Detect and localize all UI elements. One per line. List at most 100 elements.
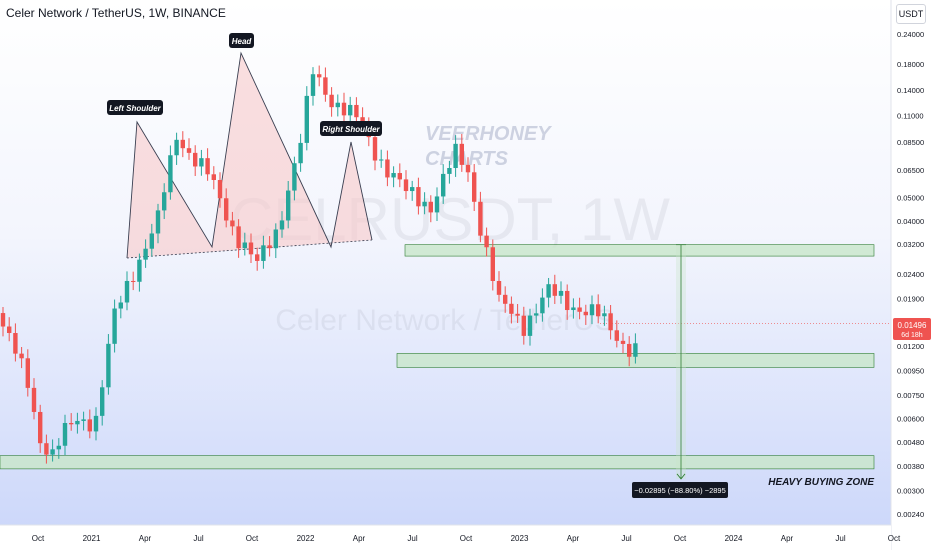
candle-body [620, 340, 626, 344]
head-label: Head [229, 33, 254, 48]
candle-body [558, 290, 564, 296]
candle-body [633, 343, 638, 357]
candle-body [465, 164, 471, 173]
candle-body [509, 303, 514, 314]
svg-text:Head: Head [232, 37, 253, 46]
candle-body [106, 343, 111, 388]
candle-body [614, 330, 619, 341]
candle-body [372, 137, 378, 161]
x-tick-label: 2024 [725, 534, 743, 543]
y-tick-label: 0.00480 [897, 438, 924, 447]
candle-body [242, 242, 247, 249]
candle-body [416, 187, 421, 207]
x-tick-label: Oct [888, 534, 901, 543]
zone-0[interactable] [404, 244, 875, 257]
price-axis[interactable] [891, 0, 932, 525]
candle-body [174, 139, 179, 156]
y-tick-label: 0.02400 [897, 270, 924, 279]
candle-body [503, 294, 508, 304]
time-axis-ticks: Oct 2021 Apr Jul Oct 2022 Apr Jul Oct 2023 Apr Jul O… [32, 534, 901, 543]
candle-body [25, 358, 30, 388]
x-tick-label: Apr [781, 534, 794, 543]
candle-body [62, 422, 68, 446]
svg-text:6d 18h: 6d 18h [901, 332, 923, 339]
candle-body [162, 192, 167, 211]
x-tick-label: Jul [835, 534, 845, 543]
candle-body [403, 179, 409, 192]
candle-body [410, 187, 415, 192]
x-tick-label: Jul [407, 534, 417, 543]
candle-body [298, 142, 303, 164]
candle-body [81, 419, 86, 421]
candle-body [211, 174, 216, 180]
x-tick-label: Apr [353, 534, 366, 543]
candle-body [348, 104, 353, 116]
candle-body [583, 311, 588, 316]
candle-body [490, 247, 495, 281]
x-tick-label: Apr [139, 534, 152, 543]
candle-body [279, 220, 285, 230]
candle-body [627, 343, 632, 357]
candle-body [19, 353, 24, 359]
pattern-layer [126, 51, 373, 259]
x-tick-label: Oct [32, 534, 45, 543]
candle-body [329, 94, 334, 108]
x-tick-label: Apr [567, 534, 580, 543]
candle-body [205, 158, 210, 175]
measure-tool[interactable] [676, 244, 686, 480]
y-tick-label: 0.00750 [897, 391, 924, 400]
right-shoulder-label: Right Shoulder [320, 121, 382, 136]
currency-button[interactable]: USDT [896, 4, 926, 24]
y-tick-label: 0.00600 [897, 414, 924, 423]
candle-body [180, 139, 185, 149]
candle-body [292, 163, 297, 191]
chart-title: Celer Network / TetherUS, 1W, BINANCE [6, 6, 226, 20]
y-tick-label: 0.03200 [897, 240, 924, 249]
candle-body [317, 74, 322, 78]
x-tick-label: Jul [621, 534, 631, 543]
time-axis[interactable] [0, 525, 891, 550]
candle-body [230, 220, 235, 227]
x-tick-label: Oct [674, 534, 687, 543]
y-tick-label: 0.00950 [897, 367, 924, 376]
svg-text:Left Shoulder: Left Shoulder [109, 104, 161, 113]
y-tick-label: 0.00240 [897, 510, 924, 519]
y-tick-label: 0.05000 [897, 193, 924, 202]
candle-body [155, 210, 161, 234]
candle-body [496, 280, 502, 295]
candle-body [248, 242, 254, 255]
x-tick-label: 2022 [297, 534, 315, 543]
x-tick-label: 2023 [511, 534, 529, 543]
candle-body [354, 104, 359, 118]
candle-body [100, 387, 105, 416]
svg-text:−0.02895 (−88.80%) −2895: −0.02895 (−88.80%) −2895 [634, 486, 726, 495]
x-tick-label: Oct [460, 534, 473, 543]
candle-body [304, 95, 309, 143]
candle-body [534, 313, 539, 316]
price-axis-ticks: 0.24000 0.18000 0.14000 0.11000 0.08500 0.065… [897, 30, 924, 519]
candle-body [422, 201, 427, 207]
x-tick-label: Jul [193, 534, 203, 543]
candle-body [50, 449, 55, 455]
candle-body [0, 313, 6, 327]
y-tick-label: 0.01200 [897, 342, 924, 351]
candle-body [112, 308, 117, 344]
y-tick-label: 0.00380 [897, 462, 924, 471]
x-tick-label: 2021 [83, 534, 101, 543]
y-tick-label: 0.06500 [897, 166, 924, 175]
candle-body [565, 290, 570, 311]
neckline [126, 239, 373, 259]
candle-body [397, 173, 402, 180]
zone-2[interactable] [0, 455, 875, 470]
candle-body [261, 245, 266, 261]
candle-body [118, 302, 123, 309]
candle-body [87, 419, 92, 432]
candle-body [540, 297, 545, 314]
candle-body [608, 313, 613, 331]
candle-body [602, 313, 607, 317]
candle-body [323, 77, 328, 95]
candle-body [341, 102, 347, 116]
candle-body [453, 143, 458, 169]
candle-body [546, 284, 551, 298]
